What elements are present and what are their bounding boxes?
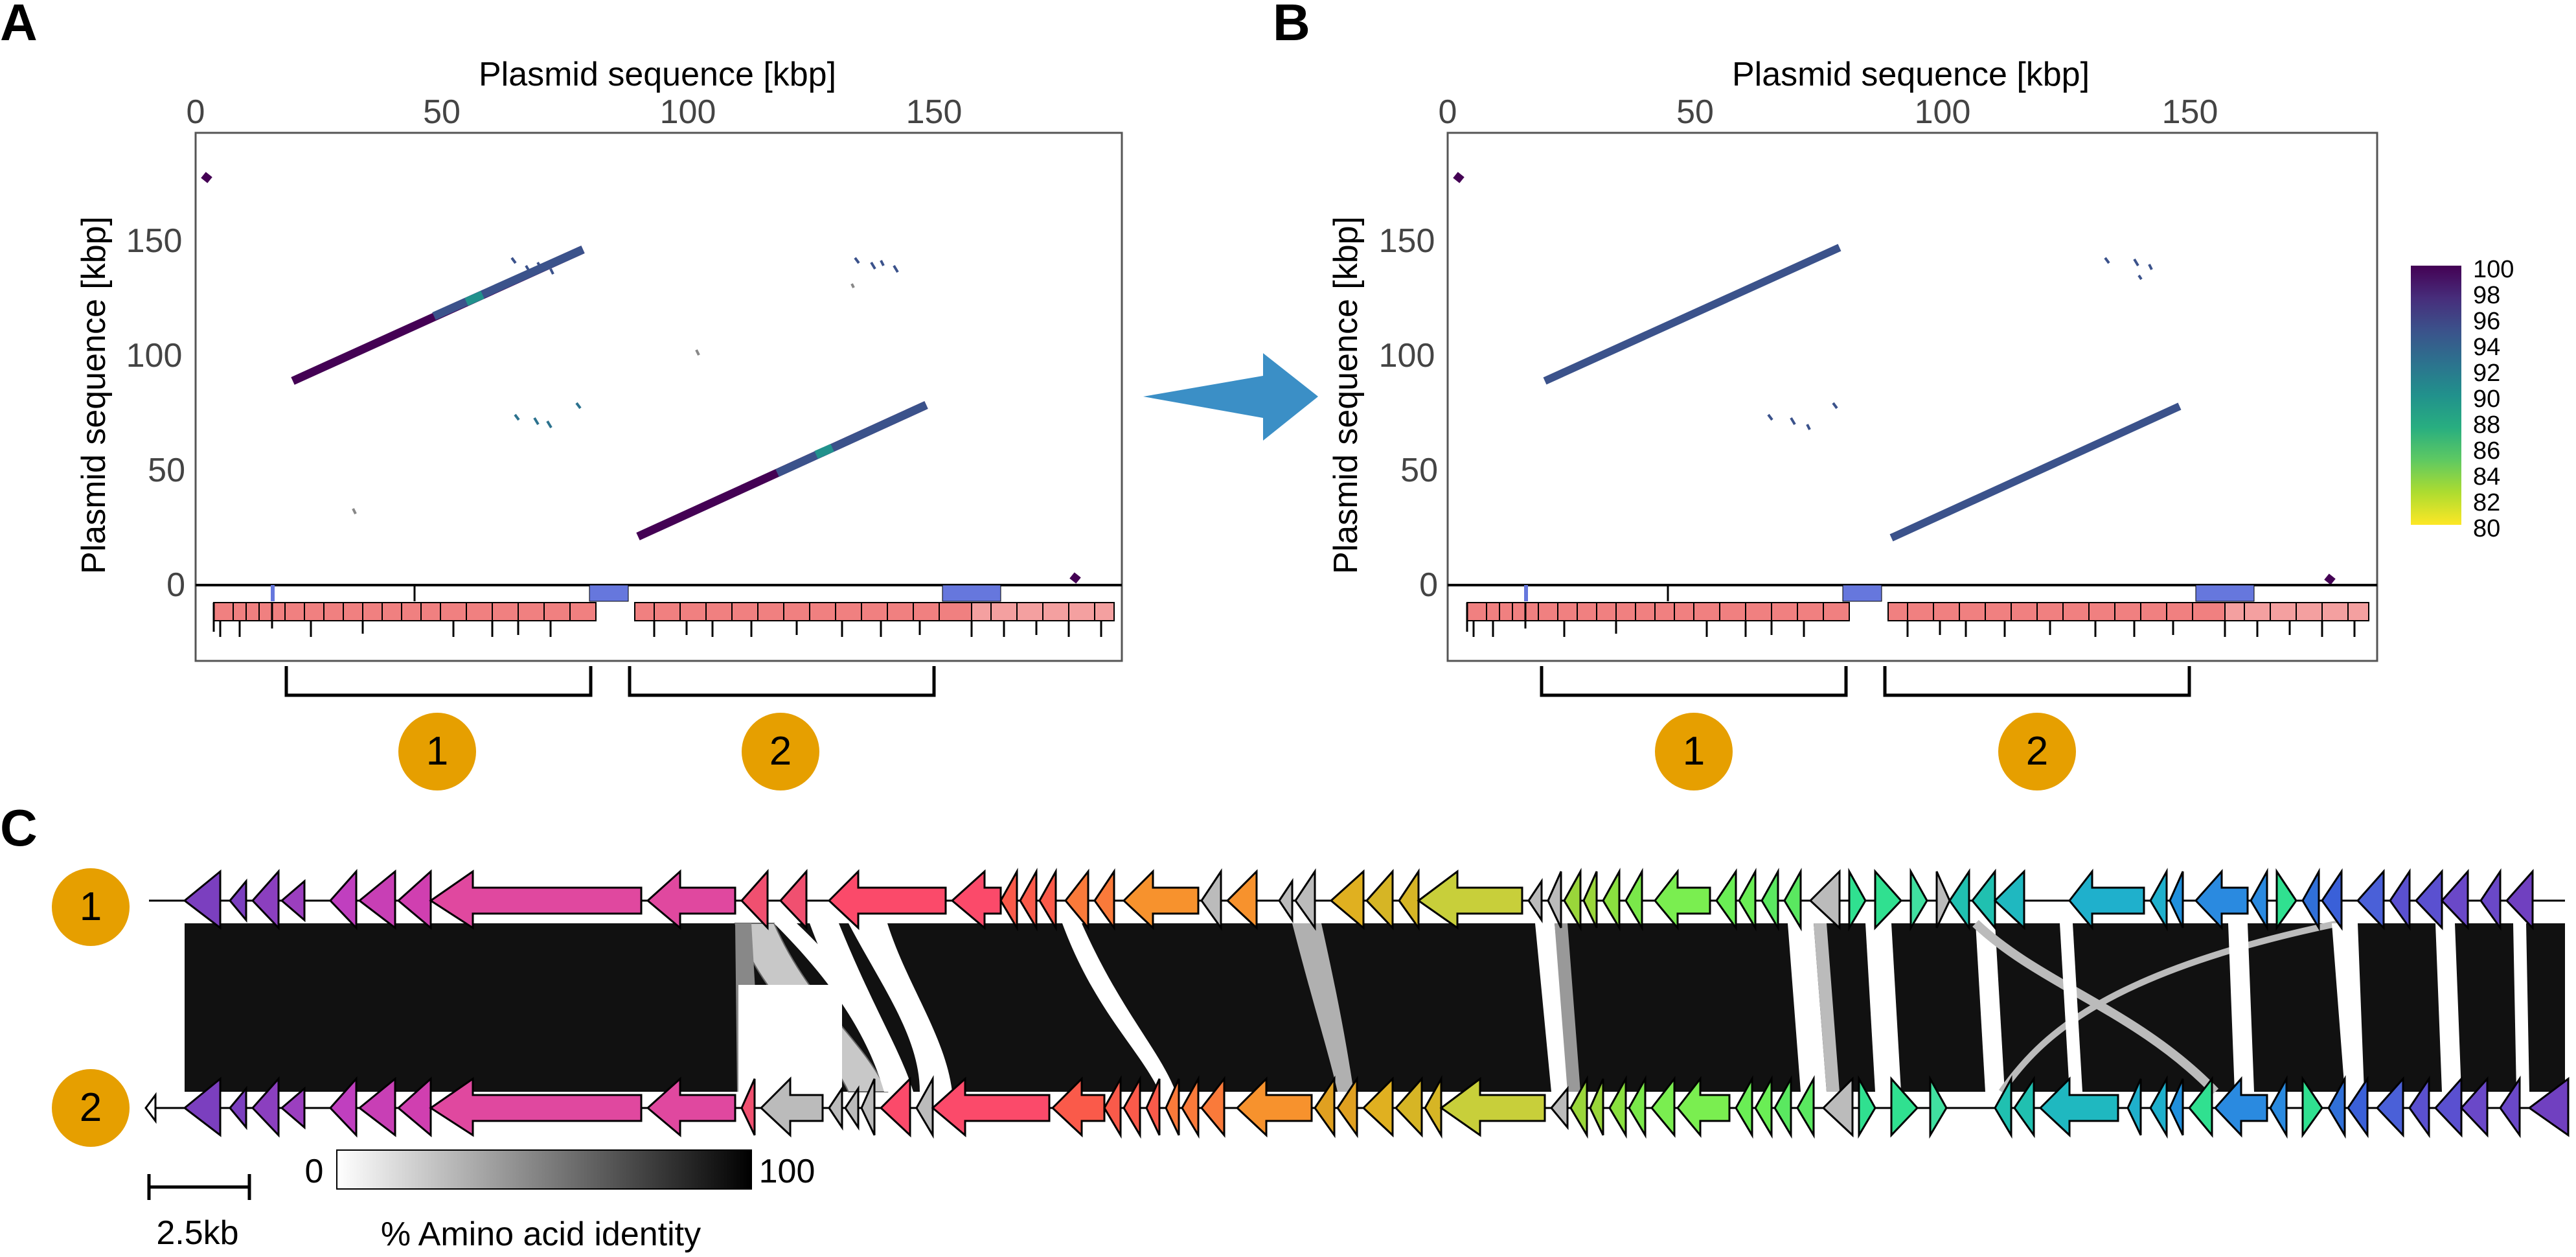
colorbar-tick: 86 xyxy=(2473,437,2500,465)
panel-b-x-tick-50: 50 xyxy=(1676,93,1714,131)
track-badge-2-label: 2 xyxy=(80,1085,102,1130)
panel-b-y-axis-title: Plasmid sequence [kbp] xyxy=(1327,216,1365,574)
panel-c: C 1 2 xyxy=(0,799,2570,1253)
identity-gradient-bar xyxy=(336,1149,752,1190)
panel-b-dot-lines xyxy=(1453,172,2336,585)
panel-a-y-tick-100: 100 xyxy=(126,337,183,375)
panel-b-badge-2-label: 2 xyxy=(2026,729,2048,774)
panel-a-line-upper-teal xyxy=(464,291,484,306)
scale-bar: 2.5kb xyxy=(147,1174,251,1252)
panel-a-x-tick-labels: 0 50 100 150 xyxy=(187,93,963,131)
identity-ribbons xyxy=(185,919,2565,1095)
panel-a-line-lower-teal xyxy=(814,444,834,459)
colorbar-tick: 94 xyxy=(2473,334,2500,361)
panel-a-y-tick-150: 150 xyxy=(126,222,183,260)
panel-a-x-tick-100: 100 xyxy=(660,93,716,131)
scale-bar-label: 2.5kb xyxy=(156,1214,238,1252)
panel-a-bracket-1 xyxy=(284,666,593,697)
panel-a-line-upper-blue xyxy=(432,246,585,320)
panel-b-line-upper xyxy=(1543,244,1841,385)
panel-b-plot-frame xyxy=(1446,132,2378,662)
panel-b-x-tick-labels: 0 50 100 150 xyxy=(1439,93,2218,131)
track-badge-1: 1 xyxy=(52,868,130,946)
identity-max-label: 100 xyxy=(759,1153,815,1190)
track-badge-1-label: 1 xyxy=(80,884,102,929)
panel-b-y-tick-labels: 0 50 100 150 xyxy=(1379,222,1438,604)
panel-b-brackets xyxy=(1540,666,2191,697)
identity-legend: 0 100 % Amino acid identity xyxy=(305,1149,815,1253)
colorbar-tick: 100 xyxy=(2473,256,2514,283)
panel-a-brackets xyxy=(284,666,936,697)
panel-b-dot-bottom-right xyxy=(2324,573,2336,585)
panel-a-x-tick-50: 50 xyxy=(423,93,461,131)
panel-a-y-tick-0: 0 xyxy=(166,566,185,604)
track-2-genes xyxy=(144,1075,2570,1139)
panel-b-y-tick-150: 150 xyxy=(1379,222,1435,260)
colorbar-tick: 96 xyxy=(2473,308,2500,335)
panel-a: A Plasmid sequence [kbp] 0 50 100 150 Pl… xyxy=(0,0,1123,790)
panel-b-x-tick-100: 100 xyxy=(1915,93,1971,131)
track-1-genes xyxy=(183,868,2534,932)
panel-a-x-tick-0: 0 xyxy=(187,93,205,131)
panel-a-dot-lines xyxy=(201,172,1081,584)
panel-a-x-tick-150: 150 xyxy=(906,93,963,131)
identity-min-label: 0 xyxy=(305,1153,324,1190)
colorbar-tick: 84 xyxy=(2473,463,2500,490)
panel-a-y-tick-labels: 0 50 100 150 xyxy=(126,222,185,604)
panel-a-small-dots xyxy=(352,257,899,514)
right-arrow-icon xyxy=(1143,353,1318,441)
panel-a-badge-1: 1 xyxy=(398,713,476,790)
panel-b-y-tick-100: 100 xyxy=(1379,337,1435,375)
colorbar-tick: 80 xyxy=(2473,515,2500,542)
panel-a-bracket-2 xyxy=(628,666,936,697)
track-badge-2: 2 xyxy=(52,1069,130,1147)
panel-b-line-lower xyxy=(1889,402,2182,542)
colorbar-tick: 90 xyxy=(2473,386,2500,413)
colorbar-tick: 98 xyxy=(2473,282,2500,309)
panel-a-y-tick-50: 50 xyxy=(148,452,185,489)
panel-b-bracket-2 xyxy=(1883,666,2191,697)
panel-a-badge-1-label: 1 xyxy=(426,729,448,774)
panel-label-a: A xyxy=(0,0,38,51)
panel-a-dot-bottom-right xyxy=(1069,572,1081,584)
panel-a-dot-top-left xyxy=(201,172,212,183)
panel-b-bracket-1 xyxy=(1540,666,1848,697)
colorbar-tick: 88 xyxy=(2473,411,2500,439)
panel-b-small-dots xyxy=(1767,257,2153,430)
panel-a-gene-track xyxy=(212,584,1115,637)
panel-label-c: C xyxy=(0,799,38,857)
panel-b-badge-2: 2 xyxy=(1998,713,2076,790)
panel-b-y-tick-50: 50 xyxy=(1400,452,1438,489)
panel-a-line-lower-blue xyxy=(775,401,928,477)
panel-label-b: B xyxy=(1273,0,1310,51)
panel-a-y-axis-title: Plasmid sequence [kbp] xyxy=(75,216,113,574)
panel-a-plot-frame xyxy=(194,132,1123,662)
colorbar-gradient xyxy=(2411,266,2461,525)
panel-b-y-tick-0: 0 xyxy=(1419,566,1438,604)
colorbar-tick-labels: 100 98 96 94 92 90 88 86 84 82 80 xyxy=(2473,256,2514,542)
colorbar-tick: 82 xyxy=(2473,489,2500,516)
panel-b-x-tick-0: 0 xyxy=(1439,93,1457,131)
panel-b: B Plasmid sequence [kbp] 0 50 100 150 Pl… xyxy=(1273,0,2378,790)
panel-a-badge-2-label: 2 xyxy=(769,729,792,774)
panel-a-x-axis-title: Plasmid sequence [kbp] xyxy=(479,56,836,93)
panel-b-x-tick-150: 150 xyxy=(2162,93,2218,131)
panel-a-badge-2: 2 xyxy=(742,713,819,790)
identity-legend-title: % Amino acid identity xyxy=(381,1216,701,1253)
panel-b-x-axis-title: Plasmid sequence [kbp] xyxy=(1732,56,2090,93)
panel-b-dot-top-left xyxy=(1453,172,1465,183)
colorbar-tick: 92 xyxy=(2473,360,2500,387)
identity-colorbar: 100 98 96 94 92 90 88 86 84 82 80 xyxy=(2411,256,2514,542)
panel-b-badge-1-label: 1 xyxy=(1683,729,1705,774)
panel-b-gene-track xyxy=(1466,584,2369,637)
panel-b-badge-1: 1 xyxy=(1655,713,1733,790)
